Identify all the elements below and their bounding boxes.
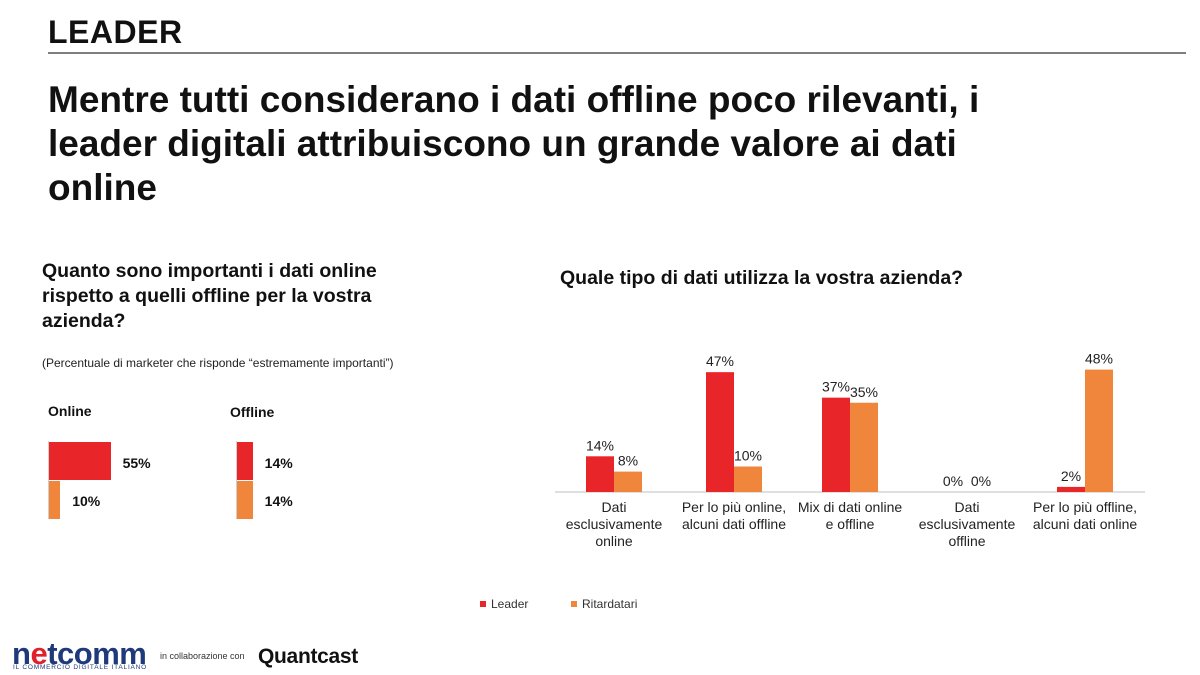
online-axis	[48, 441, 49, 519]
value-label-leader-3: 0%	[943, 473, 963, 489]
bar-leader-4	[1057, 486, 1085, 492]
legend-leader-swatch	[480, 601, 486, 607]
legend-laggards-swatch	[571, 601, 577, 607]
label-offline-leader: 14%	[264, 455, 293, 471]
value-label-leader-4: 2%	[1061, 468, 1081, 484]
value-label-laggards-3: 0%	[971, 473, 991, 489]
value-label-leader-2: 37%	[822, 379, 850, 395]
bar-offline-leader	[237, 442, 253, 480]
legend-laggards-label: Ritardatari	[582, 597, 638, 611]
group-label-offline: Offline	[230, 404, 275, 420]
value-label-laggards-2: 35%	[850, 384, 878, 400]
bar-leader-2	[822, 397, 850, 492]
label-offline-laggards: 14%	[264, 493, 293, 509]
legend-laggards: Ritardatari	[571, 597, 637, 611]
bar-laggards-1	[734, 466, 762, 492]
netcomm-logo-part2: tcomm	[47, 636, 147, 671]
netcomm-tagline: IL COMMERCIO DIGITALE ITALIANO	[13, 664, 148, 671]
value-label-laggards-4: 48%	[1085, 351, 1113, 367]
legend-leader: Leader	[480, 597, 528, 611]
value-label-laggards-0: 8%	[618, 453, 638, 469]
group-label-online: Online	[48, 403, 92, 419]
section-title: LEADER	[48, 14, 183, 50]
bar-online-laggards	[49, 481, 61, 519]
netcomm-logo: netcomm	[12, 636, 147, 672]
netcomm-logo-e: e	[30, 636, 48, 671]
netcomm-logo-part1: n	[12, 636, 31, 671]
bar-laggards-2	[850, 402, 878, 492]
bar-laggards-0	[614, 471, 642, 492]
page-headline: Mentre tutti considerano i dati offline …	[48, 79, 980, 208]
bar-laggards-4	[1085, 369, 1113, 492]
label-online-leader: 55%	[122, 455, 151, 471]
offline-axis	[236, 441, 237, 519]
header-divider	[48, 52, 1186, 54]
legend-leader-label: Leader	[491, 597, 529, 611]
category-label-1: Per lo più online, alcuni dati offline	[682, 499, 786, 532]
category-label-3: Dati esclusivamente offline	[919, 499, 1016, 549]
bar-online-leader	[49, 442, 111, 480]
collaboration-text: in collaborazione con	[160, 651, 245, 661]
bar-offline-laggards	[237, 481, 253, 519]
left-question: Quanto sono importanti i dati online ris…	[42, 260, 377, 332]
category-label-0: Dati esclusivamente online	[566, 499, 663, 549]
bar-leader-0	[586, 456, 614, 492]
value-label-leader-1: 47%	[706, 353, 734, 369]
value-label-laggards-1: 10%	[734, 448, 762, 464]
category-label-4: Per lo più offline, alcuni dati online	[1033, 499, 1138, 532]
left-note: (Percentuale di marketer che risponde “e…	[42, 356, 394, 370]
bar-leader-1	[706, 372, 734, 492]
right-question: Quale tipo di dati utilizza la vostra az…	[560, 267, 964, 289]
value-label-leader-0: 14%	[586, 437, 614, 453]
quantcast-logo: Quantcast	[258, 645, 358, 668]
label-online-laggards: 10%	[72, 493, 101, 509]
category-label-2: Mix di dati online e offline	[798, 499, 902, 532]
